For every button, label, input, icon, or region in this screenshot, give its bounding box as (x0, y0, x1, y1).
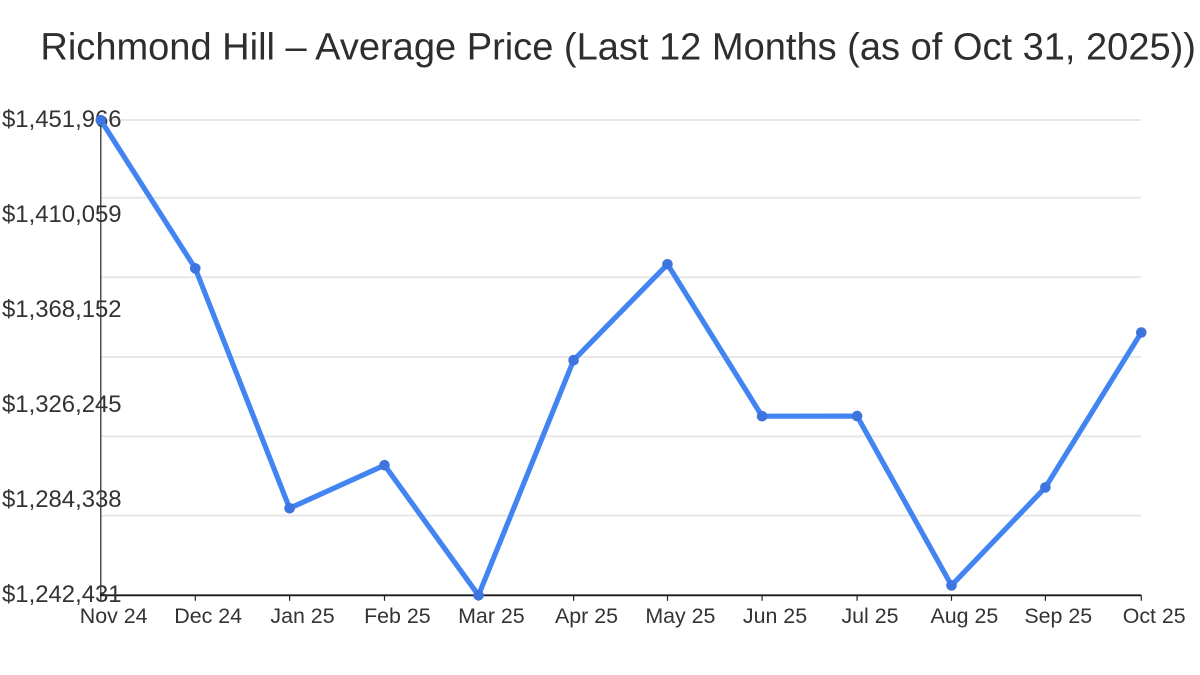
svg-text:Dec 24: Dec 24 (174, 604, 242, 628)
svg-text:Mar 25: Mar 25 (458, 604, 525, 628)
svg-text:$1,284,338: $1,284,338 (2, 486, 122, 513)
svg-text:$1,410,059: $1,410,059 (2, 201, 122, 228)
svg-text:Sep 25: Sep 25 (1024, 604, 1092, 628)
svg-text:Aug 25: Aug 25 (931, 604, 999, 628)
svg-text:Nov 24: Nov 24 (80, 604, 148, 628)
svg-text:May 25: May 25 (645, 604, 715, 628)
svg-text:Jun 25: Jun 25 (743, 604, 807, 628)
svg-text:$1,326,245: $1,326,245 (2, 391, 122, 418)
svg-text:Richmond Hill – Average Price: Richmond Hill – Average Price (Last 12 M… (40, 27, 1196, 69)
svg-text:Jul 25: Jul 25 (841, 604, 898, 628)
svg-text:Jan 25: Jan 25 (270, 604, 334, 628)
svg-text:$1,242,431: $1,242,431 (2, 581, 122, 608)
svg-text:$1,368,152: $1,368,152 (2, 296, 122, 323)
svg-text:Apr 25: Apr 25 (555, 604, 618, 628)
svg-text:Oct 25: Oct 25 (1123, 604, 1186, 628)
svg-text:Feb 25: Feb 25 (364, 604, 431, 628)
